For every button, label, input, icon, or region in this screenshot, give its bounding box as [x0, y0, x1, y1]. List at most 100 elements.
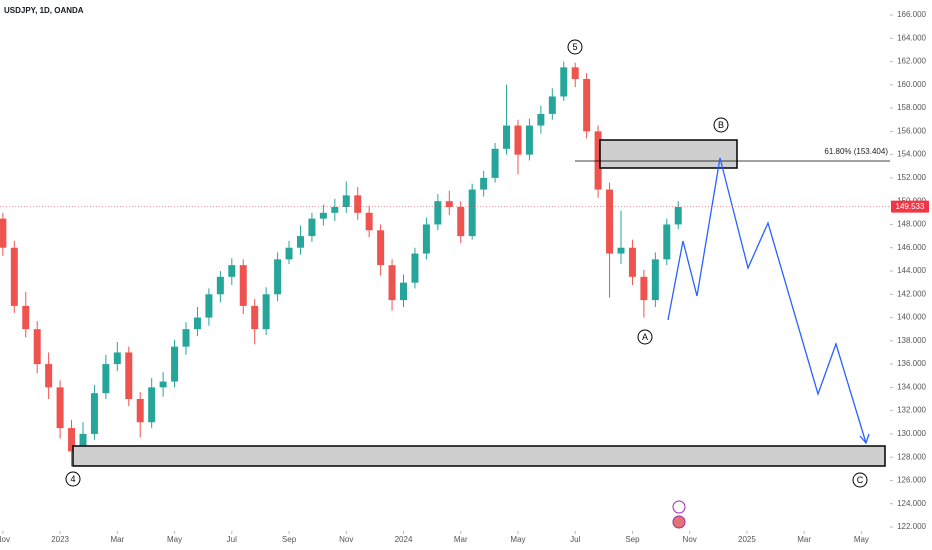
- candle-body: [422, 224, 430, 254]
- y-tick-label: 164.000: [897, 33, 926, 42]
- wave-label: C: [857, 475, 864, 485]
- candle-body: [594, 131, 602, 190]
- candle-body: [136, 399, 144, 423]
- event-icon[interactable]: [672, 515, 686, 529]
- candle-body: [33, 329, 41, 365]
- candle-body: [262, 294, 270, 330]
- candle-body: [388, 265, 396, 301]
- candle-body: [365, 212, 373, 231]
- y-tick-label: 126.000: [897, 476, 926, 485]
- candles: [0, 61, 682, 467]
- y-tick-label: 158.000: [897, 103, 926, 112]
- candle-body: [583, 79, 591, 132]
- candle-body: [296, 236, 304, 248]
- last-price-box: [891, 200, 929, 213]
- y-tick-label: 162.000: [897, 57, 926, 66]
- candle-body: [308, 218, 316, 237]
- x-tick-label: Mar: [110, 535, 124, 544]
- candle-body: [285, 247, 293, 260]
- candle-body: [90, 393, 98, 434]
- candle-body: [571, 67, 579, 79]
- x-tick-label: May: [167, 535, 182, 544]
- y-tick-label: 154.000: [897, 150, 926, 159]
- y-tick-label: 144.000: [897, 266, 926, 275]
- y-tick-label: 166.000: [897, 10, 926, 19]
- x-tick-label: Nov: [0, 535, 10, 544]
- candle-body: [537, 113, 545, 126]
- candle-body: [525, 125, 533, 155]
- candle-body: [628, 247, 636, 277]
- candle-body: [445, 201, 453, 207]
- last-price-label: 149.533: [896, 202, 925, 211]
- y-tick-label: 160.000: [897, 80, 926, 89]
- candle-body: [640, 276, 648, 301]
- candle-body: [560, 67, 568, 97]
- y-tick-label: 128.000: [897, 452, 926, 461]
- candle-body: [491, 148, 499, 178]
- candle-body: [342, 195, 350, 207]
- candle-body: [663, 224, 671, 260]
- candle-body: [377, 230, 385, 266]
- candle-body: [514, 125, 522, 155]
- candle-body: [10, 247, 18, 306]
- candle-body: [56, 387, 64, 429]
- x-tick-label: Nov: [339, 535, 353, 544]
- y-tick-label: 156.000: [897, 126, 926, 135]
- candle-body: [125, 352, 133, 399]
- candle-body: [411, 253, 419, 283]
- candle-body: [674, 207, 682, 225]
- candle-body: [205, 294, 213, 318]
- candle-body: [354, 195, 362, 213]
- candle-body: [468, 189, 476, 237]
- x-tick-label: 2025: [738, 535, 756, 544]
- wave-circle: [852, 472, 868, 488]
- y-tick-label: 146.000: [897, 243, 926, 252]
- candle-body: [331, 207, 339, 213]
- chart-title: USDJPY, 1D, OANDA: [4, 6, 84, 15]
- wave-label: B: [718, 120, 724, 130]
- y-tick-label: 152.000: [897, 173, 926, 182]
- x-tick-label: 2023: [51, 535, 69, 544]
- x-tick-label: Nov: [683, 535, 697, 544]
- candle-body: [0, 218, 7, 248]
- supply-zone: [599, 139, 738, 169]
- x-tick-label: Jul: [570, 535, 580, 544]
- wave-circle: [713, 117, 729, 133]
- wave-labels: 5 A B C 4: [65, 39, 868, 488]
- candle-body: [319, 212, 327, 219]
- candle-body: [480, 177, 488, 190]
- candle-body: [617, 247, 625, 254]
- candle-body: [171, 346, 179, 382]
- candle-body: [239, 265, 247, 306]
- candle-body: [22, 305, 30, 330]
- candle-body: [228, 265, 236, 277]
- candle-body: [102, 364, 110, 394]
- candle-body: [79, 433, 87, 452]
- x-tick-label: 2024: [395, 535, 413, 544]
- candle-body: [113, 352, 121, 365]
- candle-body: [68, 428, 76, 452]
- candle-body: [148, 387, 156, 423]
- x-tick-label: Mar: [454, 535, 468, 544]
- projection-arrow: [859, 433, 870, 445]
- candle-body: [216, 276, 224, 295]
- y-tick-label: 130.000: [897, 429, 926, 438]
- y-tick-label: 124.000: [897, 499, 926, 508]
- demand-zone: [72, 445, 886, 467]
- candle-body: [503, 125, 511, 149]
- y-tick-label: 148.000: [897, 220, 926, 229]
- candle-body: [45, 364, 53, 388]
- y-tick-label: 138.000: [897, 336, 926, 345]
- x-tick-label: Jul: [227, 535, 237, 544]
- candle-body: [251, 305, 259, 330]
- x-tick-label: Sep: [282, 535, 297, 544]
- candle-body: [434, 201, 442, 225]
- event-icon[interactable]: [672, 500, 686, 514]
- y-tick-label: 132.000: [897, 406, 926, 415]
- y-tick-label: 134.000: [897, 382, 926, 391]
- candle-body: [159, 381, 167, 388]
- y-tick-label: 122.000: [897, 522, 926, 531]
